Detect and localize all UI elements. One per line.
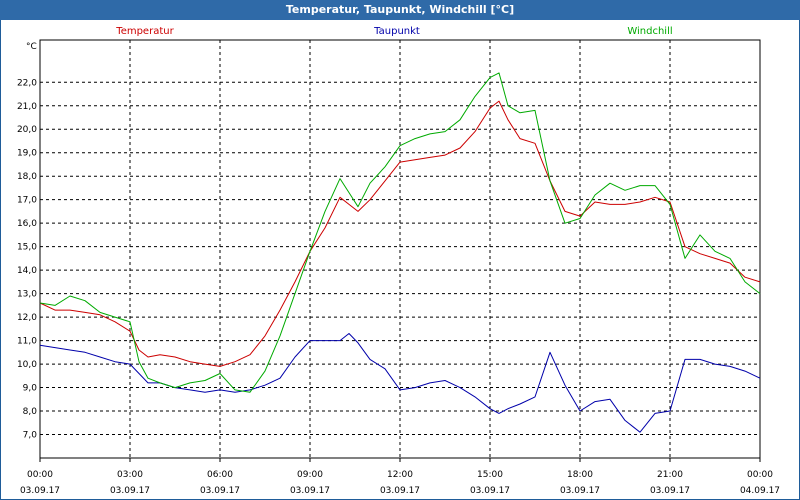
x-tick-date: 03.09.17 [200,486,240,496]
x-tick-time: 21:00 [657,470,683,480]
x-tick-time: 00:00 [747,470,773,480]
y-tick-label: 7,0 [23,431,38,441]
y-tick-label: 12,0 [17,313,37,323]
x-tick-date: 03.09.17 [20,486,60,496]
y-tick-label: 8,0 [23,407,38,417]
y-tick-label: 11,0 [17,337,37,347]
x-tick-date: 04.09.17 [740,486,780,496]
y-tick-label: 10,0 [17,360,37,370]
y-tick-label: 15,0 [17,243,37,253]
series-line-temperature [39,100,761,367]
y-tick-label: 18,0 [17,172,37,182]
y-axis-unit: °C [26,42,37,52]
x-axis-ticks: 00:00 03.09.17 03:00 03.09.17 06:00 03.09.17 0… [20,458,780,496]
y-axis-ticks: 22,0 21,0 20,0 19,0 18,0 17,0 16,0 15,0 14,0 13,0… [17,78,37,440]
y-tick-label: 9,0 [23,384,38,394]
x-tick-time: 00:00 [27,470,53,480]
x-tick-date: 03.09.17 [380,486,420,496]
x-tick-date: 03.09.17 [110,486,150,496]
x-tick-time: 03:00 [117,470,143,480]
x-tick-date: 03.09.17 [470,486,510,496]
window-title: Temperatur, Taupunkt, Windchill [°C] [0,0,800,20]
y-tick-label: 20,0 [17,125,37,135]
series-line-windchill [39,72,761,393]
legend-dewpoint: Taupunkt [373,26,420,37]
x-tick-time: 09:00 [297,470,323,480]
series-line-dewpoint [39,333,761,433]
x-tick-date: 03.09.17 [560,486,600,496]
y-tick-label: 13,0 [17,290,37,300]
y-tick-label: 17,0 [17,196,37,206]
y-tick-label: 14,0 [17,266,37,276]
grid-lines [40,40,760,458]
y-tick-label: 16,0 [17,219,37,229]
series-lines [39,72,761,433]
y-tick-label: 21,0 [17,102,37,112]
x-tick-time: 06:00 [207,470,233,480]
legend-windchill: Windchill [627,26,672,37]
x-tick-date: 03.09.17 [290,486,330,496]
y-tick-label: 22,0 [17,78,37,88]
x-tick-time: 18:00 [567,470,593,480]
x-tick-time: 12:00 [387,470,413,480]
x-tick-time: 15:00 [477,470,503,480]
y-tick-label: 19,0 [17,149,37,159]
x-tick-date: 03.09.17 [650,486,690,496]
legend-temperature: Temperatur [115,26,174,37]
